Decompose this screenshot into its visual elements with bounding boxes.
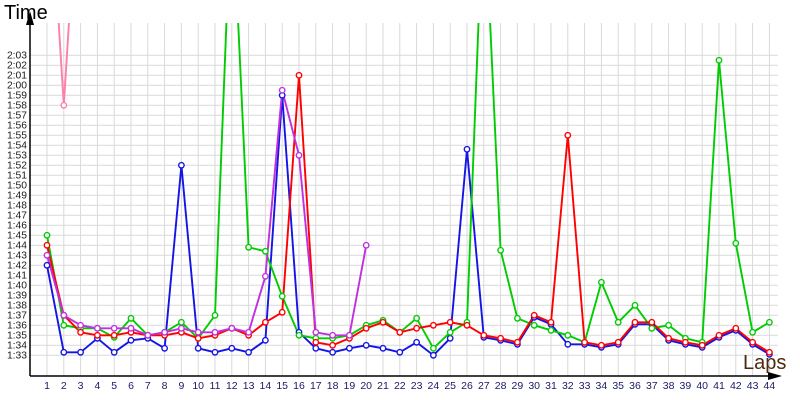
svg-text:23: 23	[411, 380, 423, 392]
svg-text:20: 20	[360, 380, 372, 392]
svg-text:7: 7	[145, 380, 151, 392]
svg-text:33: 33	[579, 380, 591, 392]
svg-text:1:34: 1:34	[7, 341, 27, 352]
svg-text:1:52: 1:52	[7, 161, 27, 172]
svg-text:41: 41	[713, 380, 725, 392]
svg-text:27: 27	[478, 380, 490, 392]
svg-text:11: 11	[210, 380, 221, 392]
svg-text:19: 19	[344, 380, 356, 392]
svg-text:1:49: 1:49	[7, 191, 27, 202]
svg-text:31: 31	[545, 380, 557, 392]
svg-text:8: 8	[162, 380, 168, 392]
svg-text:2:02: 2:02	[7, 61, 27, 72]
svg-text:2:01: 2:01	[7, 71, 27, 82]
svg-text:1:48: 1:48	[7, 201, 27, 212]
svg-text:32: 32	[562, 380, 574, 392]
svg-text:1:47: 1:47	[7, 211, 27, 222]
svg-text:37: 37	[646, 380, 658, 392]
svg-text:35: 35	[612, 380, 624, 392]
svg-text:1:41: 1:41	[7, 271, 27, 282]
svg-text:1:51: 1:51	[7, 171, 27, 182]
svg-text:1:45: 1:45	[7, 231, 27, 242]
svg-text:9: 9	[178, 380, 184, 392]
svg-text:1:59: 1:59	[7, 91, 27, 102]
svg-text:39: 39	[680, 380, 692, 392]
svg-text:1:55: 1:55	[7, 131, 27, 142]
svg-text:4: 4	[94, 380, 100, 392]
svg-text:22: 22	[394, 380, 406, 392]
svg-text:26: 26	[461, 380, 473, 392]
svg-text:38: 38	[663, 380, 675, 392]
svg-text:36: 36	[629, 380, 641, 392]
svg-text:1:50: 1:50	[7, 181, 27, 192]
svg-text:1:42: 1:42	[7, 261, 27, 272]
svg-text:42: 42	[730, 380, 742, 392]
svg-text:2: 2	[61, 380, 67, 392]
svg-text:1:37: 1:37	[7, 311, 27, 322]
svg-text:1:40: 1:40	[7, 281, 27, 292]
svg-text:21: 21	[377, 380, 389, 392]
svg-text:12: 12	[226, 380, 238, 392]
svg-text:29: 29	[512, 380, 524, 392]
svg-text:1:35: 1:35	[7, 331, 27, 342]
svg-text:13: 13	[243, 380, 255, 392]
svg-text:1:33: 1:33	[7, 351, 27, 362]
svg-text:1:46: 1:46	[7, 221, 27, 232]
svg-text:2:03: 2:03	[7, 51, 27, 62]
svg-text:1:56: 1:56	[7, 121, 27, 132]
svg-text:28: 28	[495, 380, 507, 392]
svg-text:Time: Time	[4, 2, 48, 24]
svg-text:1:57: 1:57	[7, 111, 27, 122]
svg-text:17: 17	[310, 380, 322, 392]
svg-text:1:38: 1:38	[7, 301, 27, 312]
svg-text:24: 24	[428, 380, 440, 392]
svg-text:1:54: 1:54	[7, 141, 27, 152]
svg-text:1:43: 1:43	[7, 251, 27, 262]
svg-text:40: 40	[696, 380, 708, 392]
svg-text:44: 44	[764, 380, 776, 392]
svg-text:15: 15	[276, 380, 288, 392]
svg-text:34: 34	[596, 380, 608, 392]
svg-text:18: 18	[327, 380, 339, 392]
svg-text:Laps: Laps	[743, 352, 786, 374]
svg-text:2:00: 2:00	[7, 81, 27, 92]
svg-text:10: 10	[192, 380, 204, 392]
svg-text:1:36: 1:36	[7, 321, 27, 332]
svg-text:1: 1	[44, 380, 50, 392]
svg-text:43: 43	[747, 380, 759, 392]
svg-text:1:53: 1:53	[7, 151, 27, 162]
svg-text:6: 6	[128, 380, 134, 392]
svg-text:5: 5	[111, 380, 117, 392]
svg-text:1:58: 1:58	[7, 101, 27, 112]
svg-text:1:39: 1:39	[7, 291, 27, 302]
svg-text:14: 14	[260, 380, 272, 392]
svg-text:16: 16	[293, 380, 305, 392]
svg-text:30: 30	[528, 380, 540, 392]
svg-text:1:44: 1:44	[7, 241, 27, 252]
svg-text:3: 3	[78, 380, 84, 392]
svg-text:25: 25	[444, 380, 456, 392]
